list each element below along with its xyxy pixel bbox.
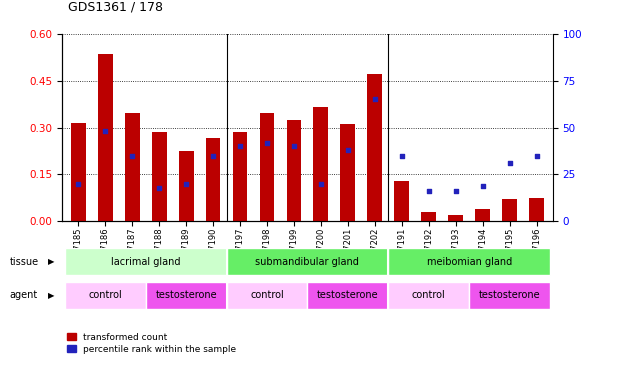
Bar	[340, 124, 355, 221]
Point	[478, 183, 487, 189]
Bar	[233, 132, 247, 221]
Bar	[469, 282, 550, 309]
Point	[154, 184, 164, 190]
Bar	[146, 282, 227, 309]
Bar	[179, 151, 194, 221]
Text: GDS1361 / 178: GDS1361 / 178	[68, 0, 163, 13]
Point	[370, 96, 380, 102]
Bar	[421, 212, 436, 221]
Text: meibomian gland: meibomian gland	[427, 256, 512, 267]
Text: agent: agent	[9, 290, 37, 300]
Bar	[388, 282, 469, 309]
Text: testosterone: testosterone	[479, 290, 540, 300]
Text: ▶: ▶	[48, 257, 54, 266]
Point	[262, 140, 272, 146]
Bar	[65, 248, 227, 275]
Point	[424, 188, 433, 194]
Bar	[152, 132, 166, 221]
Text: ▶: ▶	[48, 291, 54, 300]
Bar	[98, 54, 112, 221]
Bar	[314, 107, 329, 221]
Bar	[448, 215, 463, 221]
Point	[451, 188, 461, 194]
Bar	[394, 181, 409, 221]
Text: tissue: tissue	[9, 256, 39, 267]
Point	[235, 143, 245, 149]
Bar	[65, 282, 146, 309]
Bar	[71, 123, 86, 221]
Bar	[206, 138, 220, 221]
Bar	[368, 74, 382, 221]
Bar	[125, 113, 140, 221]
Legend: transformed count, percentile rank within the sample: transformed count, percentile rank withi…	[66, 333, 236, 354]
Text: control: control	[412, 290, 446, 300]
Bar	[502, 200, 517, 221]
Bar	[529, 198, 544, 221]
Point	[208, 153, 218, 159]
Bar	[227, 282, 307, 309]
Point	[127, 153, 137, 159]
Text: testosterone: testosterone	[155, 290, 217, 300]
Bar	[307, 282, 388, 309]
Bar	[227, 248, 388, 275]
Bar	[286, 120, 301, 221]
Point	[316, 181, 326, 187]
Point	[397, 153, 407, 159]
Point	[181, 181, 191, 187]
Text: testosterone: testosterone	[317, 290, 379, 300]
Point	[532, 153, 542, 159]
Bar	[388, 248, 550, 275]
Text: lacrimal gland: lacrimal gland	[111, 256, 181, 267]
Bar	[260, 113, 274, 221]
Point	[505, 160, 515, 166]
Text: submandibular gland: submandibular gland	[255, 256, 360, 267]
Text: control: control	[88, 290, 122, 300]
Point	[73, 181, 83, 187]
Text: control: control	[250, 290, 284, 300]
Bar	[475, 209, 490, 221]
Point	[100, 128, 110, 134]
Point	[289, 143, 299, 149]
Point	[343, 147, 353, 153]
